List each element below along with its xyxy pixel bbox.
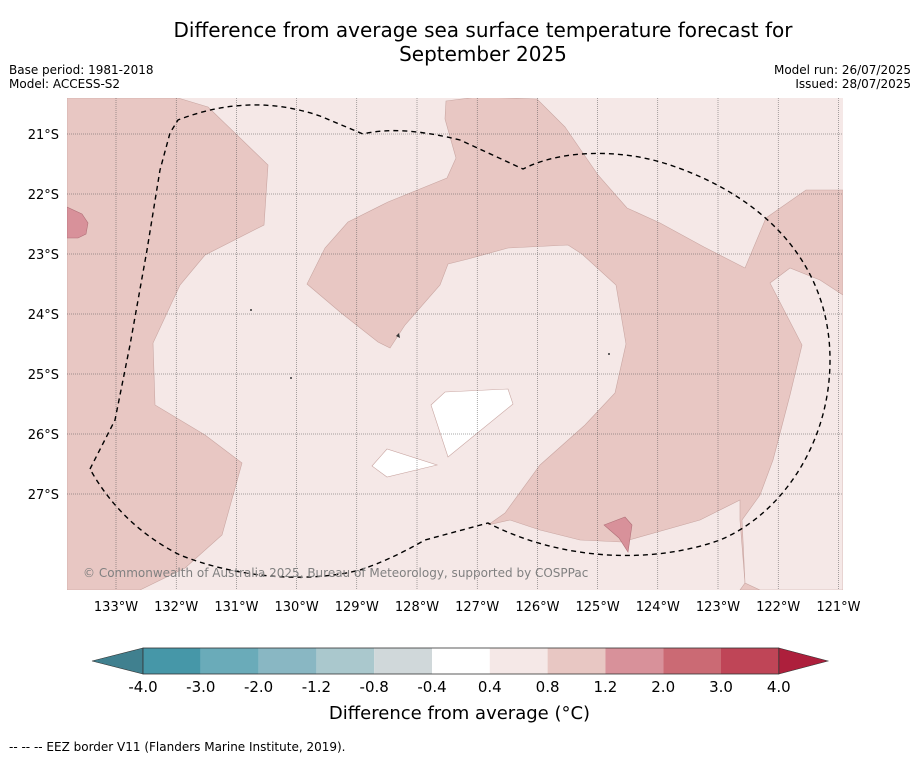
colorbar-tick-label: -2.0 (244, 678, 273, 696)
colorbar-segment (547, 648, 606, 674)
colorbar-tick-label: -3.0 (186, 678, 215, 696)
longitude-label: 126°W (515, 600, 559, 615)
colorbar-segment (143, 648, 201, 674)
colorbar-tick-label: -0.4 (417, 678, 446, 696)
longitude-label: 132°W (154, 600, 198, 615)
longitude-label: 128°W (395, 600, 439, 615)
colorbar-tick-label: 4.0 (767, 678, 791, 696)
copyright-text: © Commonwealth of Australia 2025, Bureau… (83, 566, 588, 580)
colorbar-tick-label: 0.8 (536, 678, 560, 696)
longitude-label: 133°W (94, 600, 138, 615)
longitude-label: 130°W (275, 600, 319, 615)
map-figure: © Commonwealth of Australia 2025, Bureau… (28, 98, 861, 696)
island-marker (396, 333, 400, 338)
title-line-2: September 2025 (399, 42, 567, 66)
longitude-label: 127°W (455, 600, 499, 615)
anomaly-region-central (306, 98, 843, 590)
graticule (67, 98, 843, 590)
colorbar-segment (605, 648, 664, 674)
anomaly-patch-west (67, 206, 89, 239)
longitude-labels: 133°W 132°W 131°W 130°W 129°W 128°W 127°W 126°W… (94, 600, 861, 615)
latitude-labels: 21°S 22°S 23°S 24°S 25°S 26°S 27°S (28, 128, 59, 503)
colorbar-under-arrow (91, 647, 144, 675)
longitude-label: 129°W (335, 600, 379, 615)
longitude-label: 123°W (696, 600, 740, 615)
title-line-1: Difference from average sea surface temp… (173, 18, 793, 42)
latitude-label: 22°S (28, 188, 59, 203)
island-marker (290, 377, 292, 379)
colorbar-outline (142, 647, 780, 675)
longitude-label: 124°W (636, 600, 680, 615)
latitude-label: 24°S (28, 308, 59, 323)
neutral-patch-south (371, 448, 439, 478)
latitude-label: 25°S (28, 368, 59, 383)
colorbar-segment (316, 648, 375, 674)
colorbar-over-arrow (778, 647, 830, 675)
latitude-label: 21°S (28, 128, 59, 143)
eez-border (89, 104, 831, 578)
issued-date: Issued: 28/07/2025 (795, 77, 911, 91)
neutral-patch-center (430, 388, 514, 458)
colorbar-label: Difference from average (°C) (328, 703, 591, 724)
longitude-label: 131°W (214, 600, 258, 615)
colorbar-tick-label: 2.0 (651, 678, 675, 696)
eez-footnote: -- -- -- EEZ border V11 (Flanders Marine… (9, 740, 346, 754)
latitude-label: 27°S (28, 488, 59, 503)
colorbar: -4.0 -3.0 -2.0 -1.2 -0.8 -0.4 0.4 0.8 1.2 2.0 3.0 4… (91, 647, 830, 696)
longitude-label: 122°W (756, 600, 800, 615)
meta-left: Base period: 1981-2018 Model: ACCESS-S2 (9, 63, 154, 91)
map-area: © Commonwealth of Australia 2025, Bureau… (67, 98, 843, 590)
colorbar-segment (200, 648, 259, 674)
colorbar-segment (374, 648, 432, 674)
meta-right: Model run: 26/07/2025 Issued: 28/07/2025 (774, 63, 911, 91)
colorbar-tick-label: 3.0 (709, 678, 733, 696)
base-period: Base period: 1981-2018 (9, 63, 154, 77)
colorbar-segment (489, 648, 548, 674)
anomaly-patch-south (603, 516, 633, 553)
colorbar-tick-label: -4.0 (128, 678, 157, 696)
colorbar-segment (663, 648, 721, 674)
colorbar-tick-label: 0.4 (478, 678, 502, 696)
latitude-label: 26°S (28, 428, 59, 443)
colorbar-tick-label: 1.2 (593, 678, 617, 696)
longitude-label: 121°W (816, 600, 860, 615)
colorbar-segment (258, 648, 317, 674)
latitude-label: 23°S (28, 248, 59, 263)
colorbar-segment (721, 648, 779, 674)
colorbar-tick-label: -0.8 (360, 678, 389, 696)
colorbar-tick-label: -1.2 (302, 678, 331, 696)
model-run: Model run: 26/07/2025 (773, 63, 911, 77)
chart-title: Difference from average sea surface temp… (0, 18, 919, 66)
colorbar-segment (432, 648, 490, 674)
model-name: Model: ACCESS-S2 (9, 77, 121, 91)
longitude-label: 125°W (576, 600, 620, 615)
island-marker (608, 353, 610, 355)
island-marker (250, 309, 252, 311)
